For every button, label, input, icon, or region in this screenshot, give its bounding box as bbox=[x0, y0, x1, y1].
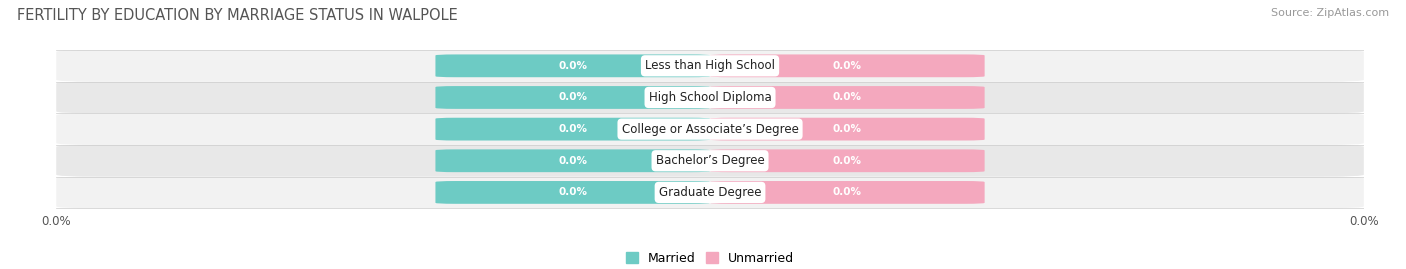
Text: Less than High School: Less than High School bbox=[645, 59, 775, 72]
Text: 0.0%: 0.0% bbox=[558, 61, 588, 71]
Text: 0.0%: 0.0% bbox=[832, 187, 862, 197]
FancyBboxPatch shape bbox=[436, 54, 710, 77]
FancyBboxPatch shape bbox=[436, 118, 710, 140]
Text: High School Diploma: High School Diploma bbox=[648, 91, 772, 104]
Text: 0.0%: 0.0% bbox=[832, 61, 862, 71]
FancyBboxPatch shape bbox=[56, 82, 1364, 113]
FancyBboxPatch shape bbox=[710, 118, 984, 140]
FancyBboxPatch shape bbox=[710, 181, 984, 204]
FancyBboxPatch shape bbox=[56, 50, 1364, 82]
FancyBboxPatch shape bbox=[56, 113, 1364, 145]
Text: 0.0%: 0.0% bbox=[832, 93, 862, 102]
FancyBboxPatch shape bbox=[710, 149, 984, 172]
Text: 0.0%: 0.0% bbox=[558, 156, 588, 166]
FancyBboxPatch shape bbox=[710, 54, 984, 77]
Text: 0.0%: 0.0% bbox=[832, 156, 862, 166]
Text: 0.0%: 0.0% bbox=[558, 187, 588, 197]
FancyBboxPatch shape bbox=[710, 86, 984, 109]
Text: Graduate Degree: Graduate Degree bbox=[659, 186, 761, 199]
Text: Source: ZipAtlas.com: Source: ZipAtlas.com bbox=[1271, 8, 1389, 18]
Text: 0.0%: 0.0% bbox=[558, 93, 588, 102]
Text: FERTILITY BY EDUCATION BY MARRIAGE STATUS IN WALPOLE: FERTILITY BY EDUCATION BY MARRIAGE STATU… bbox=[17, 8, 457, 23]
Text: College or Associate’s Degree: College or Associate’s Degree bbox=[621, 123, 799, 136]
FancyBboxPatch shape bbox=[436, 86, 710, 109]
FancyBboxPatch shape bbox=[436, 181, 710, 204]
FancyBboxPatch shape bbox=[56, 176, 1364, 208]
FancyBboxPatch shape bbox=[56, 145, 1364, 176]
Text: Bachelor’s Degree: Bachelor’s Degree bbox=[655, 154, 765, 167]
Text: 0.0%: 0.0% bbox=[832, 124, 862, 134]
Text: 0.0%: 0.0% bbox=[558, 124, 588, 134]
Legend: Married, Unmarried: Married, Unmarried bbox=[626, 252, 794, 265]
FancyBboxPatch shape bbox=[436, 149, 710, 172]
